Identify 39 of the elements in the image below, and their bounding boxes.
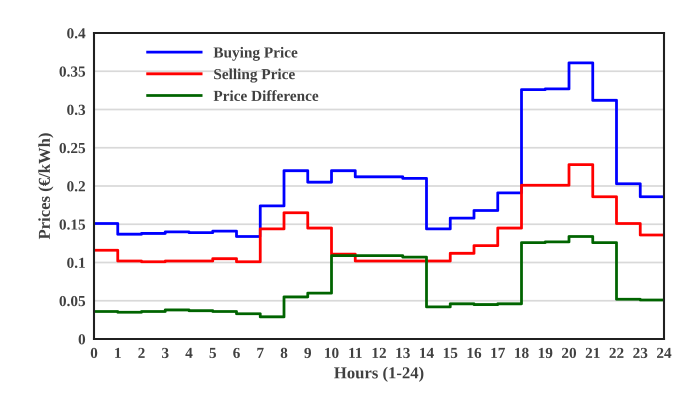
x-tick-label: 1: [115, 348, 121, 358]
x-tick-label: 19: [538, 348, 552, 358]
x-tick-label: 6: [233, 348, 240, 358]
x-tick-label: 3: [162, 348, 169, 358]
x-tick-label: 8: [280, 348, 288, 358]
y-tick-label: 0.3: [67, 104, 86, 116]
x-tick-label: 10: [325, 348, 339, 358]
x-tick-label: 11: [349, 348, 362, 358]
legend-label: Selling Price: [214, 68, 295, 83]
x-tick-label: 13: [396, 348, 410, 358]
x-tick-label: 0: [90, 348, 98, 358]
x-tick-label: 2: [138, 348, 145, 358]
y-tick-label: 0: [78, 334, 86, 344]
x-tick-label: 16: [468, 348, 482, 358]
y-tick-label: 0.35: [60, 66, 86, 77]
x-tick-label: 4: [185, 348, 193, 358]
y-tick-label: 0.2: [67, 181, 86, 192]
x-tick-label: 18: [515, 348, 529, 358]
x-tick-label: 15: [444, 348, 458, 358]
x-tick-label: 17: [491, 348, 506, 358]
x-tick-label: 22: [610, 348, 624, 358]
x-tick-label: 21: [586, 348, 600, 358]
x-tick-label: 24: [657, 348, 672, 358]
y-tick-label: 0.15: [60, 219, 86, 230]
x-axis-title: Hours (1-24): [334, 366, 424, 382]
y-tick-label: 0.4: [67, 28, 86, 39]
y-tick-label: 0.1: [67, 258, 85, 268]
y-tick-label: 0.25: [60, 142, 86, 154]
y-axis-title: Prices (€/kWh): [38, 133, 54, 240]
legend-label: Buying Price: [214, 46, 298, 61]
x-tick-label: 7: [257, 348, 264, 358]
x-tick-label: 5: [210, 348, 216, 358]
y-tick-label: 0.05: [60, 296, 86, 306]
x-tick-label: 23: [633, 348, 648, 358]
x-tick-label: 12: [372, 348, 386, 358]
x-tick-label: 14: [420, 348, 434, 358]
x-tick-label: 9: [304, 348, 312, 358]
legend-label: Price Difference: [214, 90, 318, 101]
x-tick-label: 20: [562, 348, 576, 358]
